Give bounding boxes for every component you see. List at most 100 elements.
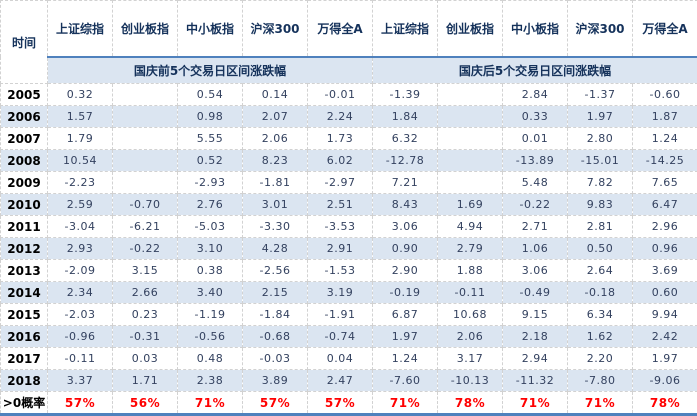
value-cell: 2.07: [242, 105, 308, 128]
value-cell: [437, 83, 503, 106]
value-cell: [437, 105, 503, 128]
table-row: 2016 -0.96 -0.31 -0.56 -0.68 -0.74 1.97 2.06 2.1…: [0, 325, 697, 348]
time-header-cell: 时间: [0, 0, 48, 84]
value-cell: 3.06: [502, 259, 568, 282]
value-cell: 2.34: [47, 281, 113, 304]
value-cell: [437, 171, 503, 194]
value-cell: 2.76: [177, 193, 243, 216]
value-cell: 3.10: [177, 237, 243, 260]
probability-cell: 71%: [177, 391, 243, 415]
value-cell: 1.79: [47, 127, 113, 150]
value-cell: 0.98: [177, 105, 243, 128]
year-cell: 2006: [0, 105, 48, 128]
value-cell: -1.91: [307, 303, 373, 326]
table-row: 2015 -2.03 0.23 -1.19 -1.84 -1.91 6.87 10.68 9.1…: [0, 303, 697, 326]
value-cell: 3.01: [242, 193, 308, 216]
value-cell: 1.24: [632, 127, 697, 150]
year-cell: 2005: [0, 83, 48, 106]
value-cell: 8.23: [242, 149, 308, 172]
value-cell: 1.97: [372, 325, 438, 348]
value-cell: -12.78: [372, 149, 438, 172]
value-cell: -0.11: [437, 281, 503, 304]
value-cell: 0.14: [242, 83, 308, 106]
value-cell: -3.53: [307, 215, 373, 238]
value-cell: 3.19: [307, 281, 373, 304]
value-cell: -0.18: [567, 281, 633, 304]
value-cell: -1.81: [242, 171, 308, 194]
value-cell: [112, 149, 178, 172]
value-cell: -0.31: [112, 325, 178, 348]
value-cell: [437, 149, 503, 172]
year-cell: 2009: [0, 171, 48, 194]
value-cell: -2.23: [47, 171, 113, 194]
value-cell: -13.89: [502, 149, 568, 172]
value-cell: -14.25: [632, 149, 697, 172]
table-row: 2010 2.59 -0.70 2.76 3.01 2.51 8.43 1.69 -0.22 9.…: [0, 193, 697, 216]
value-cell: -0.68: [242, 325, 308, 348]
value-cell: -10.13: [437, 369, 503, 392]
value-cell: -0.01: [307, 83, 373, 106]
year-cell: 2007: [0, 127, 48, 150]
value-cell: -1.19: [177, 303, 243, 326]
value-cell: 2.94: [502, 347, 568, 370]
value-cell: -3.30: [242, 215, 308, 238]
year-cell: 2018: [0, 369, 48, 392]
value-cell: 2.06: [437, 325, 503, 348]
value-cell: 0.90: [372, 237, 438, 260]
value-cell: 5.48: [502, 171, 568, 194]
value-cell: 3.15: [112, 259, 178, 282]
value-cell: [437, 127, 503, 150]
table-row: 2011 -3.04 -6.21 -5.03 -3.30 -3.53 3.06 4.94 2.7…: [0, 215, 697, 238]
value-cell: 2.81: [567, 215, 633, 238]
value-cell: -7.80: [567, 369, 633, 392]
table-row: 2006 1.57 0.98 2.07 2.24 1.84 0.33 1.97 1.87: [0, 105, 697, 128]
value-cell: 2.90: [372, 259, 438, 282]
value-cell: [112, 83, 178, 106]
value-cell: 0.32: [47, 83, 113, 106]
value-cell: -0.70: [112, 193, 178, 216]
probability-label-cell: >0概率: [0, 391, 48, 415]
value-cell: 1.88: [437, 259, 503, 282]
value-cell: 6.02: [307, 149, 373, 172]
value-cell: -0.22: [112, 237, 178, 260]
value-cell: 0.23: [112, 303, 178, 326]
value-cell: 10.68: [437, 303, 503, 326]
value-cell: 0.38: [177, 259, 243, 282]
value-cell: -11.32: [502, 369, 568, 392]
value-cell: -1.84: [242, 303, 308, 326]
probability-cell: 57%: [242, 391, 308, 415]
value-cell: -2.97: [307, 171, 373, 194]
value-cell: 7.65: [632, 171, 697, 194]
probability-cell: 78%: [437, 391, 503, 415]
probability-cell: 71%: [502, 391, 568, 415]
value-cell: 1.06: [502, 237, 568, 260]
value-cell: 2.93: [47, 237, 113, 260]
value-cell: 6.47: [632, 193, 697, 216]
value-cell: 3.89: [242, 369, 308, 392]
table-row: 2008 10.54 0.52 8.23 6.02 -12.78 -13.89 -15.01-…: [0, 149, 697, 172]
value-cell: -5.03: [177, 215, 243, 238]
value-cell: 1.24: [372, 347, 438, 370]
group-header-row: 国庆前5个交易日区间涨跌幅 国庆后5个交易日区间涨跌幅: [1, 56, 697, 84]
value-cell: -0.11: [47, 347, 113, 370]
value-cell: 1.69: [437, 193, 503, 216]
value-cell: -1.37: [567, 83, 633, 106]
value-cell: 1.97: [567, 105, 633, 128]
col-header-sse-after: 上证综指: [372, 0, 438, 58]
value-cell: -2.09: [47, 259, 113, 282]
value-cell: 2.80: [567, 127, 633, 150]
value-cell: [112, 127, 178, 150]
table-row: 2018 3.37 1.71 2.38 3.89 2.47 -7.60 -10.13 -11.3…: [0, 369, 697, 392]
value-cell: 9.94: [632, 303, 697, 326]
probability-row: >0概率 57% 56% 71% 57% 57% 71% 78% 71% 71% 78%: [0, 391, 697, 415]
year-cell: 2014: [0, 281, 48, 304]
value-cell: 1.73: [307, 127, 373, 150]
col-header-chinext-after: 创业板指: [437, 0, 503, 58]
value-cell: 0.04: [307, 347, 373, 370]
col-header-sse-before: 上证综指: [47, 0, 113, 58]
value-cell: 0.03: [112, 347, 178, 370]
table-row: 2005 0.32 0.54 0.14 -0.01 -1.39 2.84 -1.37 -0.60: [0, 83, 697, 106]
value-cell: -2.93: [177, 171, 243, 194]
value-cell: 2.18: [502, 325, 568, 348]
